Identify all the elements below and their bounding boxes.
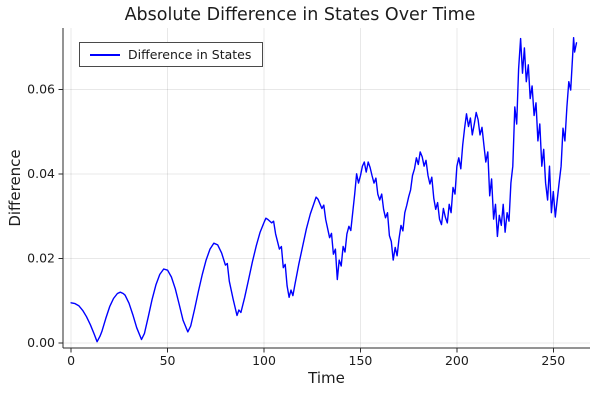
x-tick-label: 100 xyxy=(252,353,276,368)
y-tick-label: 0.06 xyxy=(27,82,55,97)
tick-marks xyxy=(58,88,554,353)
y-tick-labels: 0.00 0.02 0.04 0.06 xyxy=(27,82,55,351)
y-tick-label: 0.04 xyxy=(27,166,55,181)
x-tick-label: 50 xyxy=(160,353,176,368)
x-tick-label: 150 xyxy=(349,353,373,368)
y-tick-label: 0.02 xyxy=(27,251,55,266)
axis-spines xyxy=(62,28,590,349)
y-axis-label: Difference xyxy=(6,149,24,227)
legend: Difference in States xyxy=(79,42,264,67)
legend-line-sample xyxy=(90,53,120,56)
legend-label: Difference in States xyxy=(128,47,252,62)
chart-title: Absolute Difference in States Over Time xyxy=(124,5,476,25)
y-tick-label: 0.00 xyxy=(27,335,55,350)
x-tick-label: 0 xyxy=(67,353,75,368)
gridlines xyxy=(63,28,590,348)
x-tick-label: 250 xyxy=(541,353,565,368)
x-tick-labels: 0 50 100 150 200 250 xyxy=(67,353,565,368)
difference-line xyxy=(70,37,578,343)
x-tick-label: 200 xyxy=(445,353,469,368)
x-axis-label: Time xyxy=(308,369,345,387)
